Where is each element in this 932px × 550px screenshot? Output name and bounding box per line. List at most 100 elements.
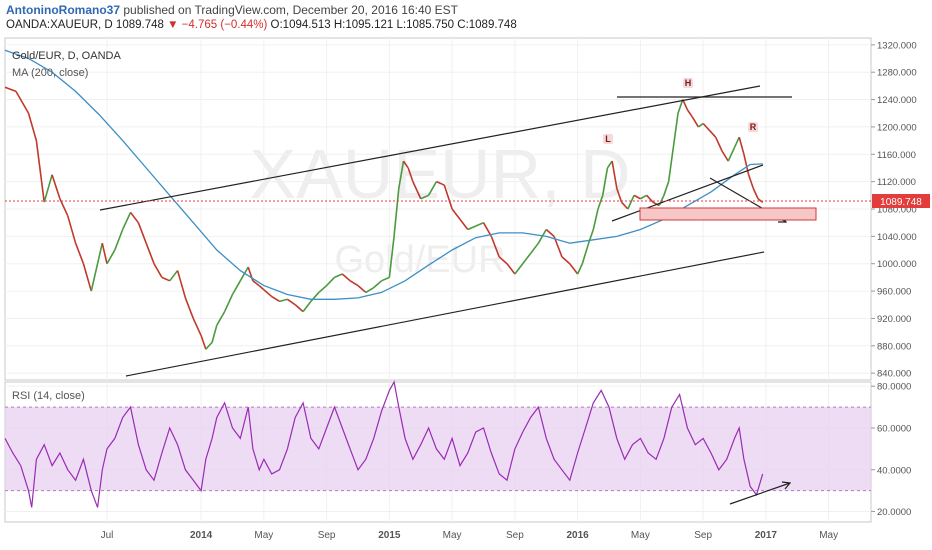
rsi-arrowhead [781,481,792,490]
rsi-tick-label-0: 80.0000 [877,382,911,393]
x-tick-label-5: May [443,530,462,541]
price-segment-9 [74,242,85,265]
price-segment-59 [427,181,438,196]
price-tick-label-11: 880.000 [877,341,911,352]
price-segment-65 [475,221,484,227]
price-segment-79 [581,242,590,264]
price-segment-22 [169,270,179,282]
price-segment-30 [223,294,234,312]
price-segment-106 [727,147,736,162]
publish-info: AntoninoRomano37 published on TradingVie… [6,3,458,17]
price-segment-17 [129,211,139,224]
price-segment-28 [211,325,218,343]
price-segment-71 [522,252,532,265]
x-tick-label-6: Sep [506,530,524,541]
price-tick-label-0: 1320.000 [877,40,917,51]
price-segment-48 [357,285,367,294]
price-segment-7 [59,198,69,217]
price-segment-110 [747,174,755,189]
price-segment-89 [633,194,641,200]
price-segment-103 [708,129,717,138]
price-segment-93 [658,194,665,206]
price-segment-23 [176,270,187,299]
price-segment-56 [407,167,414,182]
price-segment-54 [397,160,405,189]
x-tick-label-0: Jul [101,530,114,541]
price-tick-label-5: 1120.000 [877,177,916,188]
price-segment-111 [752,188,759,200]
price-segment-92 [652,201,660,207]
price-segment-26 [200,335,207,350]
x-tick-label-4: 2015 [378,530,401,541]
author-link[interactable]: AntoninoRomano37 [6,3,120,17]
price-segment-12 [96,243,104,264]
price-segment-10 [82,263,93,292]
price-segment-44 [326,276,336,287]
series-layer [4,49,764,508]
ohlc-values: O:1094.513 H:1095.121 L:1085.750 C:1089.… [270,19,517,31]
watermark-symbol: XAUEUR, D [249,135,630,213]
price-legend: Gold/EUR, D, OANDA [12,50,121,62]
pattern-label-left: L [603,134,613,144]
price-segment-63 [459,218,469,231]
price-segment-46 [341,273,351,282]
price-segment-47 [349,280,359,287]
price-segment-109 [743,154,750,175]
price-segment-21 [161,276,171,282]
price-segment-49 [365,286,375,294]
quote-line: OANDA:XAUEUR, D 1089.748 ▼ −4.765 (−0.44… [6,19,517,31]
price-segment-5 [43,174,53,203]
channel-top-line [99,85,761,211]
price-segment-2 [15,90,30,114]
price-segment-100 [691,116,700,128]
price-segment-6 [51,174,61,199]
price-tick-label-2: 1240.000 [877,95,917,106]
price-segment-94 [663,181,670,196]
price-segment-67 [490,236,500,258]
price-segment-75 [553,236,563,258]
price-segment-24 [184,297,195,319]
pattern-label-right: R [748,122,758,132]
price-segment-8 [66,215,77,244]
price-segment-27 [205,341,213,350]
published-text: published on TradingView.com, December 2… [123,3,458,17]
price-segment-36 [263,289,273,298]
price-segment-105 [721,150,729,162]
price-tick-label-10: 920.000 [877,314,911,325]
price-segment-99 [686,109,693,118]
price-segment-40 [294,304,304,313]
price-segment-38 [279,298,288,303]
price-segment-57 [412,181,422,200]
rsi-line [4,380,764,508]
price-y-axis: 1320.000 1280.000 1240.000 1200.000 1160.000… [871,40,917,380]
ma-legend: MA (200, close) [12,67,88,79]
price-segment-32 [239,266,249,282]
price-tick-label-1: 1280.000 [877,68,917,79]
change-value: ▼ −4.765 (−0.44%) [167,19,268,31]
price-segment-72 [529,242,540,254]
price-segment-82 [597,195,604,210]
rsi-tick-label-2: 40.0000 [877,465,911,476]
price-tick-label-12: 840.000 [877,369,911,380]
price-segment-52 [388,236,395,278]
price-segment-64 [467,225,476,231]
price-segment-35 [258,285,265,291]
neckline-rising [611,164,764,222]
price-segment-51 [381,276,390,282]
svg-text:R: R [750,122,757,132]
symbol-label: OANDA:XAUEUR, D [6,19,113,31]
price-segment-87 [620,201,629,210]
price-segment-66 [482,222,493,237]
price-segment-86 [616,188,623,203]
price-segment-62 [451,208,461,220]
price-segment-90 [639,194,648,200]
price-segment-15 [114,229,124,251]
price-segment-43 [318,285,328,294]
x-tick-label-10: 2017 [755,530,778,541]
price-segment-91 [646,194,654,203]
chart-header: AntoninoRomano37 published on TradingVie… [0,0,932,34]
price-segment-20 [153,263,163,278]
svg-text:L: L [605,134,611,144]
x-tick-label-11: May [819,530,838,541]
